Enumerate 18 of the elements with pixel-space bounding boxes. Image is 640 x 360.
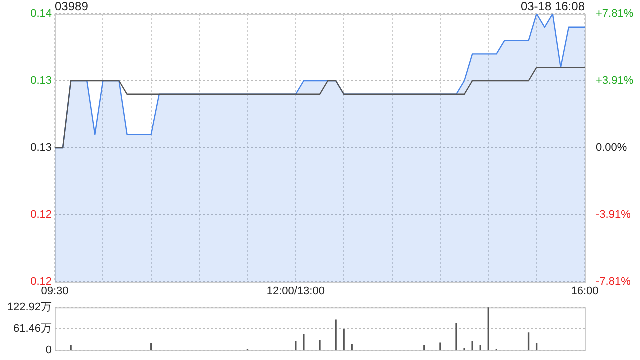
chart-title: 03989 — [55, 0, 89, 14]
y-tick-label: 0.12 — [30, 209, 52, 222]
y-tick-label: 0 — [46, 344, 52, 356]
y-tick-label: 0.13 — [30, 75, 52, 88]
x-tick-label: 12:00/13:00 — [266, 286, 325, 298]
text: 03-18 16:08 — [520, 0, 586, 14]
y2-tick-label: -3.91% — [596, 209, 632, 222]
y-tick-label: 122.92万 — [7, 302, 52, 314]
y-tick-label: 0.13 — [30, 142, 52, 154]
y2-tick-label: +7.81% — [596, 8, 634, 20]
x-tick-label: 16:00 — [571, 286, 599, 298]
y-tick-label: 0.12 — [30, 276, 52, 288]
y2-tick-label: +3.91% — [596, 74, 634, 87]
y2-tick-label: 0.00% — [596, 142, 628, 154]
y-tick-label: 61.46万 — [13, 323, 52, 336]
y-tick-label: 0.14 — [30, 8, 52, 20]
y2-tick-label: -7.81% — [596, 276, 632, 288]
x-tick-label: 09:30 — [41, 286, 69, 298]
